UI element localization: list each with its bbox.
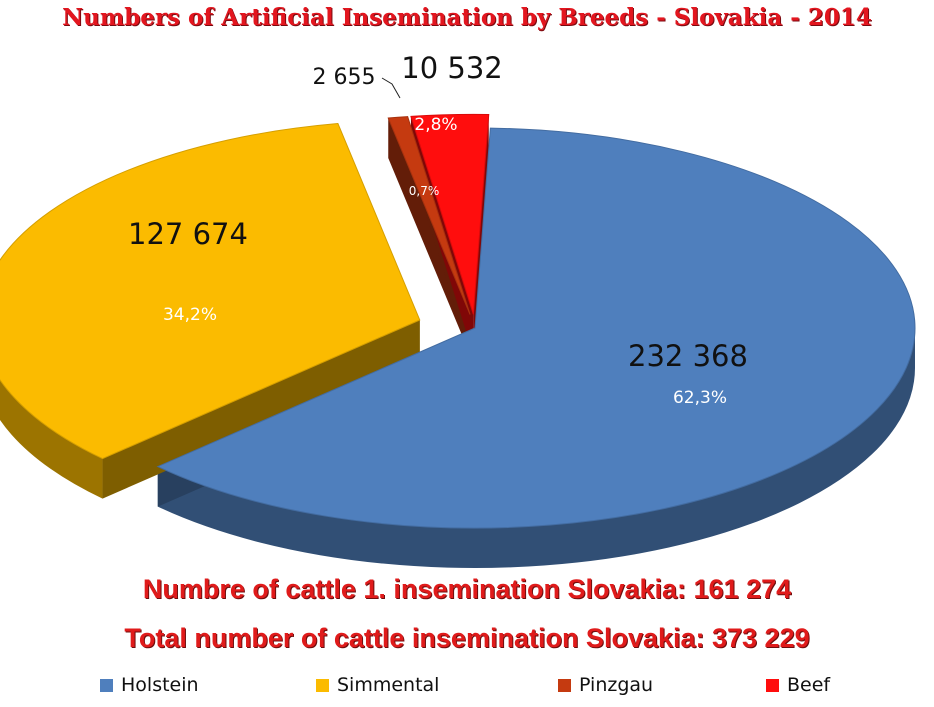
chart-title: Numbers of Artificial Insemination by Br…: [62, 4, 872, 31]
slice-cut-simmental-start: [102, 319, 420, 499]
first-insemination-total: Numbre of cattle 1. insemination Slovaki…: [142, 574, 792, 604]
total-insemination-count: Total number of cattle insemination Slov…: [124, 623, 810, 653]
legend-item-simmental: Simmental: [316, 674, 439, 696]
legend-item-holstein: Holstein: [100, 674, 199, 696]
slice-holstein: [156, 127, 916, 529]
leader-line-pinzgau: [381, 77, 401, 99]
value-label-beef: 10 532: [401, 51, 502, 85]
value-label-pinzgau: 2 655: [313, 65, 376, 90]
slice-pinzgau: [387, 116, 471, 315]
legend-swatch-simmental: [316, 678, 329, 692]
value-label-holstein: 232 368: [628, 339, 748, 373]
percent-label-simmental: 34,2%: [163, 305, 217, 325]
slice-cut-pinzgau-start: [388, 118, 471, 355]
legend-label-pinzgau: Pinzgau: [579, 674, 654, 696]
slice-wall-holstein: [157, 328, 915, 568]
percent-label-beef: 2,8%: [414, 115, 457, 135]
legend-label-beef: Beef: [787, 674, 831, 696]
slice-beef: [410, 113, 490, 315]
legend-swatch-pinzgau: [558, 678, 571, 692]
value-label-simmental: 127 674: [128, 217, 248, 251]
legend-label-holstein: Holstein: [121, 674, 199, 696]
legend-label-simmental: Simmental: [337, 674, 440, 696]
chart-legend: Holstein Simmental Pinzgau Beef: [0, 674, 934, 700]
percent-label-holstein: 62,3%: [673, 388, 727, 408]
pie-labels: 232 368 62,3% 127 674 34,2% 2 655 0,7% 10 532 2…: [128, 51, 748, 408]
pie-tops: [0, 113, 916, 529]
legend-swatch-holstein: [100, 678, 113, 692]
legend-item-beef: Beef: [766, 674, 830, 696]
legend-item-pinzgau: Pinzgau: [558, 674, 653, 696]
slice-simmental: [0, 122, 421, 460]
legend-swatch-beef: [766, 678, 779, 692]
percent-label-pinzgau: 0,7%: [409, 184, 440, 198]
